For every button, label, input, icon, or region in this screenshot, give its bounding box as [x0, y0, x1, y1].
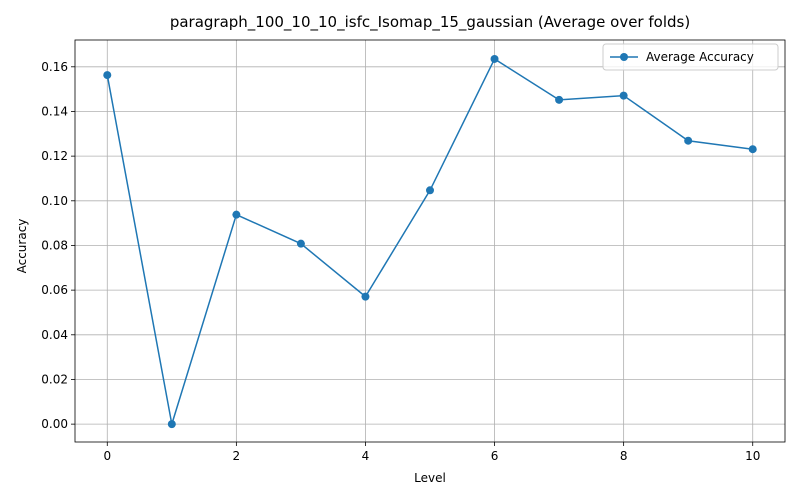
x-tick-label: 2: [233, 449, 241, 463]
y-tick-label: 0.14: [41, 104, 68, 118]
legend-marker-swatch: [620, 53, 628, 61]
data-point: [167, 420, 176, 429]
legend-box: [602, 43, 779, 71]
data-point: [555, 95, 564, 104]
x-tick-label: 6: [491, 449, 499, 463]
y-tick-label: 0.06: [41, 283, 68, 297]
data-point: [426, 186, 434, 195]
x-axis-label: Level: [414, 471, 446, 485]
y-tick-label: 0.12: [41, 149, 68, 163]
y-axis-label: Accuracy: [15, 219, 29, 274]
data-point: [103, 71, 112, 80]
x-tick-label: 8: [620, 449, 628, 463]
x-tick-label: 10: [745, 449, 760, 463]
plot-area-frame: [74, 39, 786, 443]
data-point: [490, 54, 499, 63]
y-tick-label: 0.10: [41, 194, 68, 208]
y-tick-label: 0.16: [41, 60, 68, 74]
data-point: [296, 239, 305, 248]
x-axis-ticks: 0 2 4 6 8 10: [103, 442, 760, 463]
series-line: [106, 57, 753, 425]
legend: Average Accuracy: [602, 43, 779, 71]
data-point: [619, 91, 628, 100]
chart-title: paragraph_100_10_10_isfc_Isomap_15_gauss…: [170, 13, 690, 32]
y-tick-label: 0.08: [41, 238, 68, 252]
grid-lines: [75, 40, 785, 442]
y-tick-label: 0.00: [41, 417, 68, 431]
y-tick-label: 0.02: [41, 372, 68, 386]
y-axis-ticks: 0.00 0.02 0.04 0.06 0.08 0.10 0.12 0.14 0.16: [41, 60, 75, 431]
data-point: [232, 210, 241, 219]
legend-entry-average-accuracy: Average Accuracy: [646, 50, 754, 64]
x-tick-label: 0: [103, 449, 111, 463]
data-point: [684, 136, 693, 145]
data-point: [361, 292, 370, 301]
data-point: [748, 145, 757, 154]
y-tick-label: 0.04: [41, 328, 68, 342]
x-tick-label: 4: [362, 449, 370, 463]
series-average-accuracy: [103, 54, 757, 429]
